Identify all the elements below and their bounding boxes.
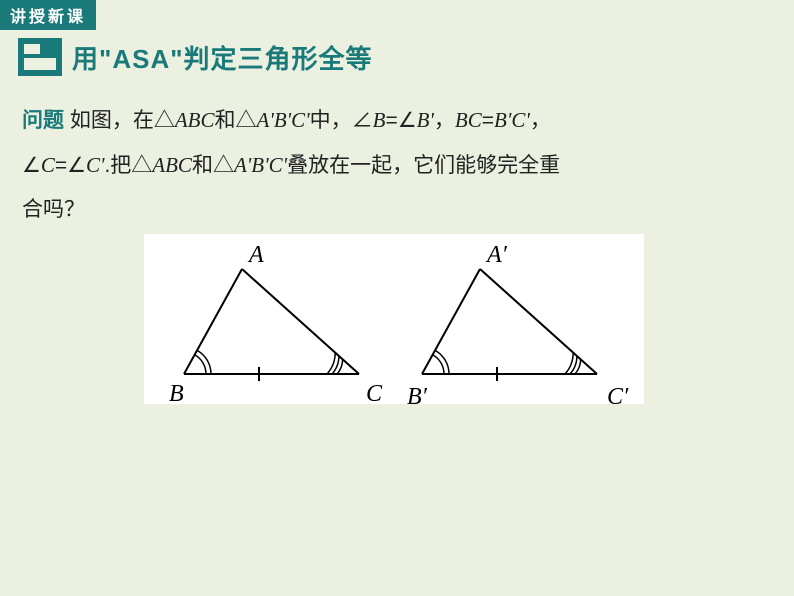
t: .把△: [104, 154, 152, 177]
vertex-label: C: [366, 381, 382, 408]
t: =∠: [385, 109, 416, 132]
t: B'C': [494, 108, 530, 132]
t: C': [86, 153, 105, 177]
header-label: 讲授新课: [10, 9, 86, 26]
t: 合吗？: [22, 198, 85, 221]
t: ，: [530, 109, 551, 132]
vertex-label: A′: [487, 242, 507, 269]
t: ，: [434, 109, 455, 132]
t: ABC: [152, 153, 192, 177]
t: 叠放在一起，它们能够完全重: [287, 154, 560, 177]
t: B': [417, 108, 434, 132]
vertex-label: A: [249, 242, 264, 269]
t: =∠: [55, 154, 86, 177]
t: ∠: [22, 154, 41, 177]
t: BC: [455, 108, 482, 132]
vertex-label: B: [169, 381, 184, 408]
t: 和△: [215, 109, 257, 132]
t: 和△: [192, 154, 234, 177]
t: B: [373, 108, 386, 132]
content: 问题 如图，在△ABC和△A'B'C'中，∠B=∠B'，BC=B'C'， ∠C=…: [22, 98, 766, 404]
t: 中，∠: [310, 109, 373, 132]
triangles-svg: [144, 234, 644, 404]
problem-label: 问题: [22, 109, 64, 132]
section-row: 用"ASA"判定三角形全等: [18, 38, 794, 76]
t: C: [41, 153, 55, 177]
vertex-label: C′: [607, 384, 628, 411]
t: ABC: [175, 108, 215, 132]
t: A'B'C': [234, 153, 287, 177]
section-title: 用"ASA"判定三角形全等: [72, 39, 373, 76]
section-icon: [18, 38, 62, 76]
t: A'B'C': [257, 108, 310, 132]
t: 如图，在△: [64, 109, 175, 132]
vertex-label: B′: [407, 384, 427, 411]
problem-text: 问题 如图，在△ABC和△A'B'C'中，∠B=∠B'，BC=B'C'， ∠C=…: [22, 98, 766, 232]
t: =: [482, 109, 494, 132]
diagram-area: ABCA′B′C′: [144, 234, 644, 404]
header-bar: 讲授新课: [0, 0, 96, 30]
